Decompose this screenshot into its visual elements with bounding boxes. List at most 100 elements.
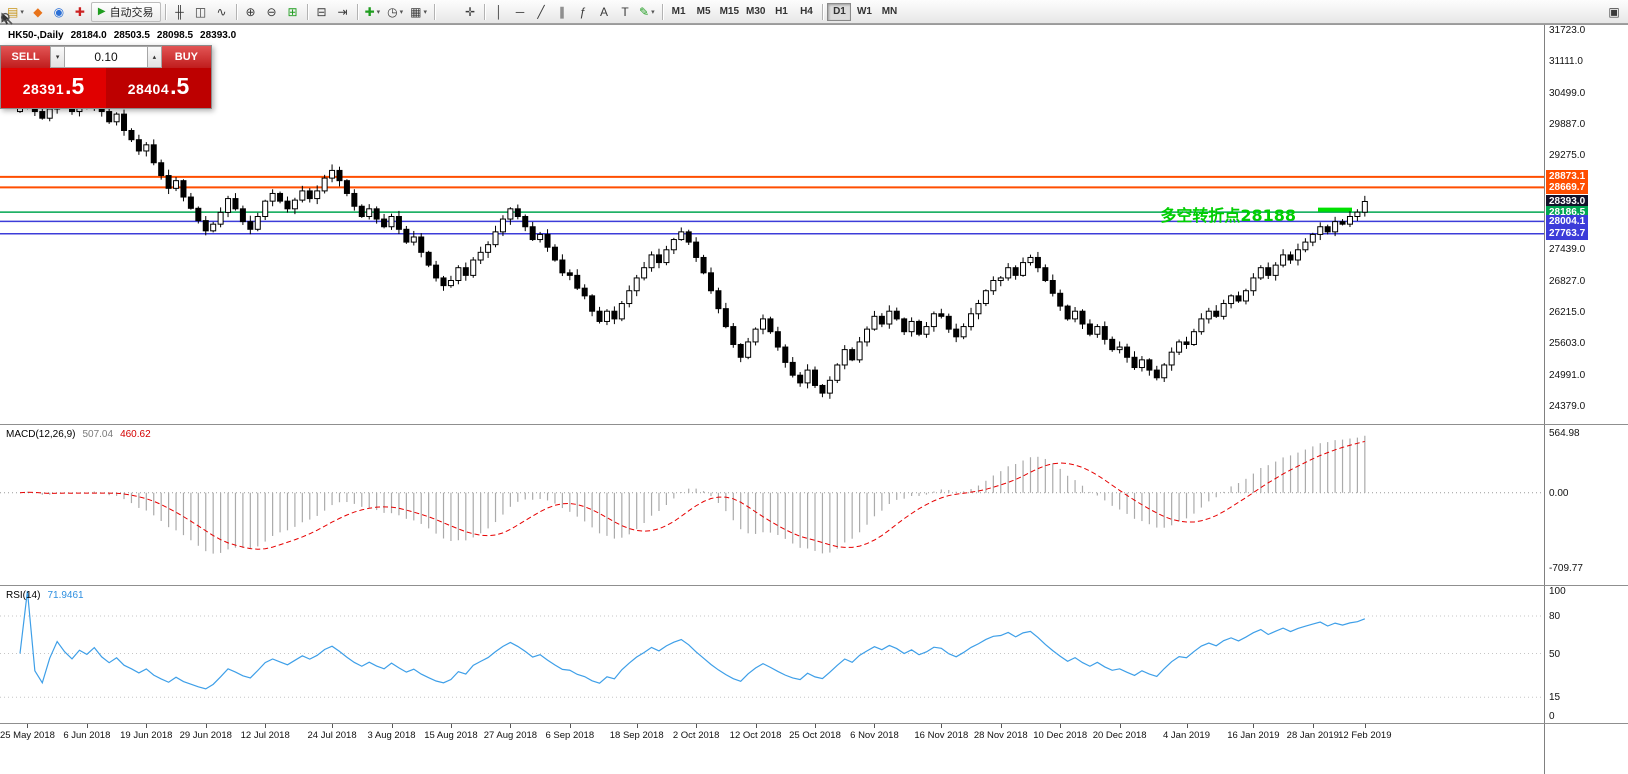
timeframe-mn[interactable]: MN — [877, 3, 901, 21]
trendline-icon: ╱ — [537, 4, 545, 19]
zoom-in-button[interactable]: ⊕ — [241, 2, 261, 22]
toolbar-separator — [484, 3, 485, 20]
date-label: 20 Dec 2018 — [1092, 730, 1147, 741]
date-tick — [1312, 724, 1314, 728]
widgets-button[interactable]: ▣ — [1604, 2, 1624, 22]
close-value: 28393.0 — [200, 30, 237, 41]
new-chart-icon: ▤ — [7, 4, 19, 19]
label-tool-button[interactable]: T — [615, 2, 635, 22]
date-label: 15 Aug 2018 — [424, 730, 478, 741]
line-chart-icon: ∿ — [216, 4, 227, 19]
vertical-line-icon: │ — [495, 4, 503, 19]
timeframe-m5[interactable]: M5 — [692, 3, 716, 21]
mql-community-button[interactable]: ◆ — [28, 2, 48, 22]
timeframe-h4[interactable]: H4 — [794, 3, 818, 21]
periods-button[interactable]: ◷ ▾ — [384, 2, 406, 22]
crosshair-icon: ✛ — [464, 4, 476, 19]
timeframe-h1[interactable]: H1 — [769, 3, 793, 21]
horizontal-line-button[interactable]: ─ — [510, 2, 530, 22]
volume-up-button[interactable]: ▴ — [147, 46, 162, 68]
chevron-down-icon: ▾ — [651, 8, 655, 16]
new-chart-button[interactable]: ▤ ▾ — [4, 2, 27, 22]
chevron-down-icon: ▾ — [376, 8, 381, 16]
one-click-trading-panel: SELL ▾ ▴ BUY 28391 .5 28404 .5 — [0, 45, 212, 109]
rsi-value: 71.9461 — [47, 590, 84, 601]
main-chart[interactable] — [0, 24, 1544, 424]
trade-panel-top-row: SELL ▾ ▴ BUY — [1, 46, 211, 68]
algo-trading-button[interactable]: ▶ 自动交易 — [90, 1, 161, 22]
indicator-window-button[interactable]: ⊟ — [312, 2, 332, 22]
macd-scale-label: 564.98 — [1549, 427, 1580, 439]
buy-price-button[interactable]: 28404 .5 — [106, 68, 211, 108]
toolbar-separator — [164, 3, 166, 20]
sell-price-button[interactable]: 28391 .5 — [1, 68, 106, 108]
chart-annotation-text[interactable]: 多空转折点28188 — [1160, 206, 1296, 225]
trendline-button[interactable]: ╱ — [531, 2, 551, 22]
globe-icon: ◉ — [53, 4, 65, 19]
bar-chart-button[interactable]: ╫ — [170, 2, 190, 22]
line-chart-button[interactable]: ∿ — [212, 2, 232, 22]
pane-splitter[interactable] — [0, 585, 1628, 586]
indicator-window-icon: ⊟ — [316, 4, 327, 19]
price-scale-label: 29887.0 — [1549, 119, 1586, 130]
sell-button[interactable]: SELL — [1, 46, 51, 68]
new-order-button[interactable]: ✚ — [70, 2, 90, 22]
candlestick-button[interactable]: ◫ — [191, 2, 211, 22]
chevron-down-icon: ▾ — [423, 8, 427, 16]
timeframe-w1[interactable]: W1 — [852, 3, 876, 21]
buy-price-frac: .5 — [170, 73, 190, 99]
clock-icon: ◷ — [387, 4, 398, 19]
zoom-out-button[interactable]: ⊖ — [262, 2, 282, 22]
date-axis[interactable]: 25 May 2018 6 Jun 2018 19 Jun 2018 29 Jun 2… — [0, 724, 1544, 774]
date-tick — [391, 724, 393, 728]
price-scale-label: 26215.0 — [1549, 307, 1586, 318]
timeframe-m1[interactable]: M1 — [667, 3, 691, 21]
pane-splitter[interactable] — [0, 723, 1628, 724]
cursor-button[interactable] — [1, 2, 459, 24]
date-label: 6 Sep 2018 — [545, 730, 595, 741]
rsi-pane[interactable] — [0, 586, 1544, 723]
pane-splitter[interactable] — [0, 424, 1628, 425]
symbol-period: HK50-,Daily — [8, 30, 64, 41]
chart-shift-button[interactable]: ⇥ — [333, 2, 353, 22]
chart-info-line: HK50-,Daily 28184.0 28503.5 28098.5 2839… — [8, 30, 236, 41]
add-indicator-button[interactable]: ✚ ▾ — [362, 2, 384, 22]
toolbar-separator — [235, 3, 237, 20]
toolbar-border — [0, 24, 1628, 25]
price-scale-label: 27439.0 — [1549, 244, 1586, 256]
fibonacci-button[interactable]: ƒ — [573, 2, 593, 22]
search-button[interactable] — [0, 2, 1603, 25]
price-scale-label: 24379.0 — [1549, 401, 1586, 412]
tile-windows-button[interactable]: ⊞ — [283, 2, 303, 22]
price-scale-label: 31723.0 — [1549, 25, 1586, 36]
timeframe-m30[interactable]: M30 — [743, 3, 768, 21]
buy-button[interactable]: BUY — [161, 46, 211, 68]
template-button[interactable]: ▦ ▾ — [407, 2, 430, 22]
draw-tools-button[interactable]: ✎ ▾ — [636, 2, 658, 22]
pencil-icon: ✎ — [639, 4, 650, 19]
crosshair-button[interactable]: ✛ — [460, 2, 480, 22]
channel-button[interactable]: ∥ — [552, 2, 572, 22]
price-scale[interactable]: 31723.0 31111.0 30499.0 29887.0 29275.0 27439… — [1544, 25, 1628, 774]
date-label: 18 Sep 2018 — [609, 730, 664, 741]
volume-input[interactable] — [65, 46, 147, 68]
macd-scale-label: -709.77 — [1549, 562, 1583, 574]
text-tool-button[interactable]: A — [594, 2, 614, 22]
text-label-icon: T — [621, 4, 629, 19]
timeframe-m15[interactable]: M15 — [717, 3, 742, 21]
timeframe-d1[interactable]: D1 — [827, 2, 852, 21]
toolbar-separator — [822, 3, 824, 20]
date-label: 12 Oct 2018 — [729, 730, 782, 741]
market-watch-button[interactable]: ◉ — [49, 2, 69, 22]
date-label: 16 Jan 2019 — [1227, 730, 1280, 741]
volume-down-button[interactable]: ▾ — [50, 46, 65, 68]
rsi-scale-label: 0 — [1549, 711, 1555, 722]
toolbar-separator — [306, 3, 308, 20]
rsi-scale-label: 50 — [1549, 648, 1561, 660]
widgets-icon: ▣ — [1608, 4, 1620, 19]
trade-panel-price-row: 28391 .5 28404 .5 — [1, 68, 211, 108]
vertical-line-button[interactable]: │ — [489, 2, 509, 22]
price-scale-label: 31111.0 — [1549, 56, 1583, 68]
price-tag: 27763.7 — [1546, 227, 1589, 241]
macd-pane[interactable] — [0, 425, 1544, 585]
